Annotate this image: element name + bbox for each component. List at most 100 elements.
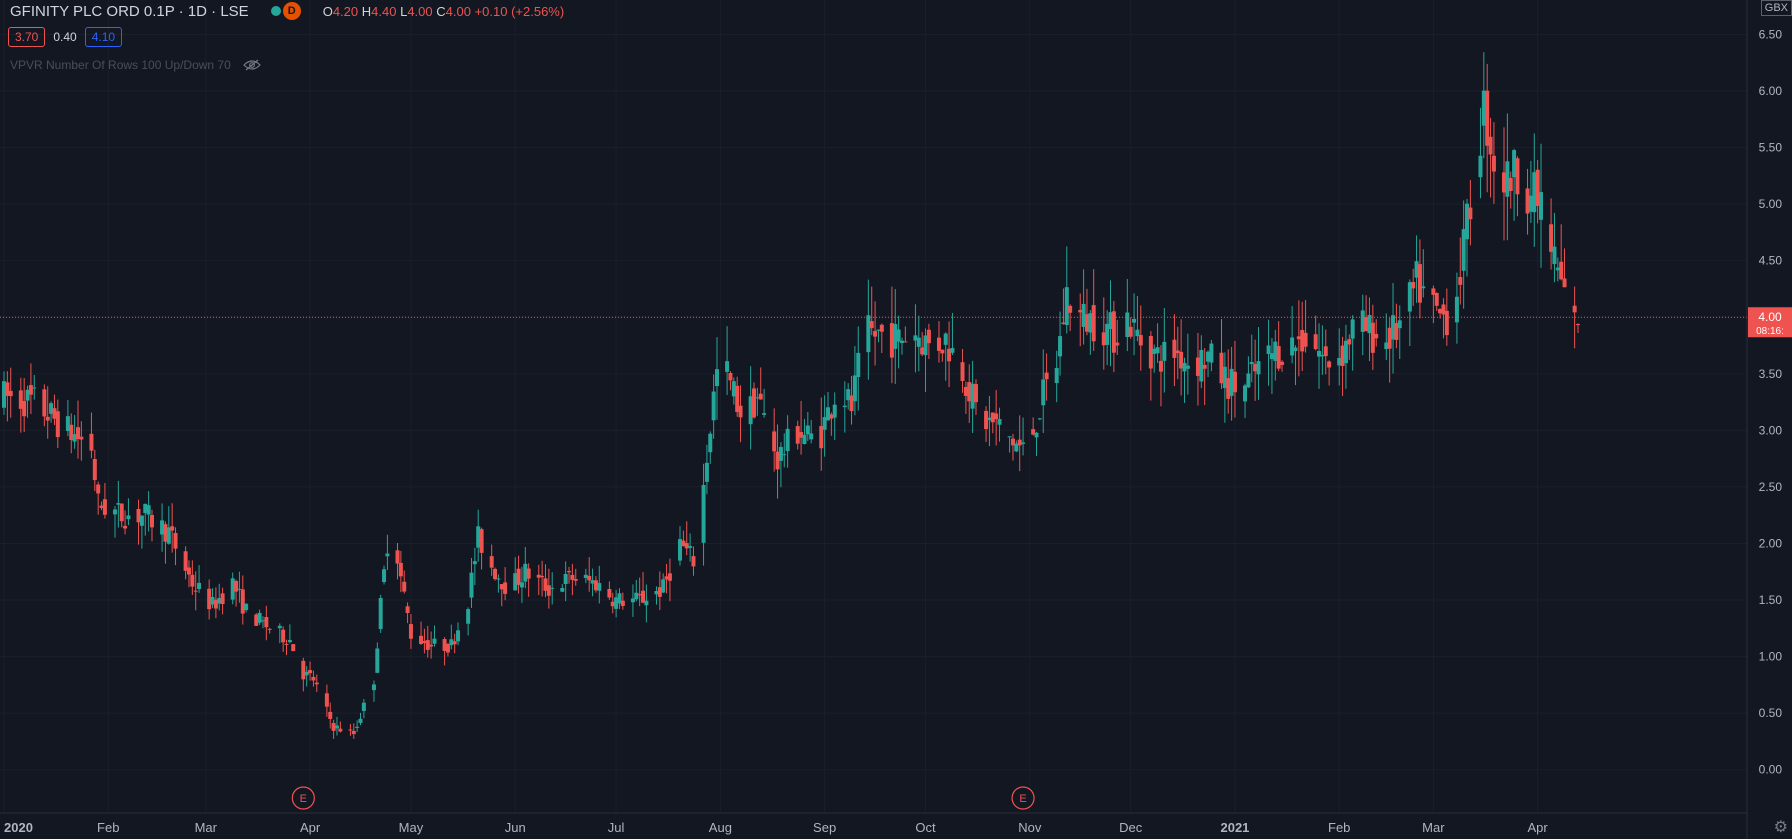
candle-body bbox=[869, 321, 874, 329]
time-tick-label: Feb bbox=[97, 820, 119, 835]
vpvr-indicator[interactable]: VPVR Number Of Rows 100 Up/Down 70 bbox=[10, 58, 261, 72]
candle-body bbox=[832, 404, 837, 418]
candle-body bbox=[947, 348, 952, 362]
candle-body bbox=[99, 505, 104, 509]
candle-body bbox=[264, 617, 269, 628]
candle-body bbox=[469, 572, 474, 598]
candle-body bbox=[667, 573, 672, 581]
vpvr-value-mid: 0.40 bbox=[53, 30, 77, 44]
candle-body bbox=[334, 725, 339, 729]
candle-body bbox=[190, 574, 195, 587]
time-tick-label: May bbox=[399, 820, 424, 835]
candle-body bbox=[65, 416, 70, 431]
candle-body bbox=[809, 433, 814, 440]
candle-body bbox=[587, 575, 592, 581]
candle-body bbox=[1266, 345, 1271, 354]
candle-body bbox=[96, 484, 101, 494]
candle-body bbox=[304, 671, 309, 676]
candle-body bbox=[704, 462, 709, 482]
vpvr-value-high: 4.10 bbox=[84, 27, 123, 47]
candle-body bbox=[361, 702, 366, 711]
candle-body bbox=[1478, 155, 1483, 178]
candle-body bbox=[923, 335, 928, 356]
candle-body bbox=[496, 578, 501, 580]
price-axis[interactable]: 0.00 0.50 1.00 1.50 2.00 2.50 3.00 3.50 4.00 4.50… bbox=[1759, 27, 1783, 776]
candle-body bbox=[173, 532, 178, 549]
candle-body bbox=[479, 529, 484, 553]
candle-body bbox=[1078, 309, 1083, 313]
candle-body bbox=[889, 323, 894, 358]
candle-body bbox=[385, 553, 390, 557]
symbol-title[interactable]: GFINITY PLC ORD 0.1P · 1D · LSE bbox=[10, 2, 249, 20]
candle-body bbox=[1108, 312, 1113, 329]
candle-body bbox=[405, 606, 410, 614]
candle-body bbox=[1202, 364, 1207, 369]
candle-body bbox=[1572, 305, 1577, 313]
candle-body bbox=[664, 576, 669, 580]
candle-body bbox=[846, 389, 851, 401]
candle-body bbox=[593, 580, 598, 591]
candle-body bbox=[466, 609, 471, 624]
candle-body bbox=[678, 539, 683, 561]
candle-body bbox=[630, 598, 635, 603]
candle-body bbox=[1350, 319, 1355, 339]
candle-body bbox=[711, 391, 716, 421]
candle-body bbox=[1300, 330, 1305, 352]
symbol-legend: GFINITY PLC ORD 0.1P · 1D · LSE D O4.20 … bbox=[10, 2, 564, 20]
earnings-event-marker[interactable]: E bbox=[1011, 786, 1035, 810]
candle-body bbox=[1068, 305, 1073, 313]
candle-body bbox=[526, 568, 531, 579]
dividend-badge[interactable]: D bbox=[282, 2, 301, 20]
candle-body bbox=[940, 349, 945, 354]
candle-body bbox=[1414, 261, 1419, 278]
candle-body bbox=[1317, 350, 1322, 357]
candle-body bbox=[984, 410, 989, 429]
candle-body bbox=[338, 728, 343, 732]
candle-body bbox=[1135, 329, 1140, 337]
earnings-event-marker[interactable]: E bbox=[291, 786, 315, 810]
candle-body bbox=[5, 382, 10, 396]
candle-body bbox=[1411, 282, 1416, 289]
candle-body bbox=[583, 574, 588, 578]
candle-body bbox=[301, 660, 306, 680]
candle-body bbox=[1323, 346, 1328, 357]
candle-body bbox=[8, 390, 13, 397]
candle-body bbox=[210, 597, 215, 605]
candle-body bbox=[772, 431, 777, 452]
candle-body bbox=[287, 639, 292, 643]
candle-body bbox=[950, 348, 955, 353]
candle-body bbox=[237, 588, 242, 590]
candle-body bbox=[1441, 304, 1446, 315]
last-price-value: 4.00 bbox=[1758, 310, 1782, 324]
candle-body bbox=[936, 337, 941, 351]
candle-body bbox=[893, 324, 898, 349]
candle-body bbox=[382, 569, 387, 583]
candle-body bbox=[1562, 278, 1567, 288]
price-tick-label: 0.00 bbox=[1759, 763, 1783, 777]
candle-body bbox=[112, 509, 117, 515]
candle-body bbox=[1199, 349, 1204, 382]
candle-body bbox=[328, 711, 333, 719]
candle-body bbox=[375, 648, 380, 673]
time-tick-label: Sep bbox=[813, 820, 836, 835]
gear-icon[interactable]: ⚙ bbox=[1773, 819, 1788, 836]
candle-body bbox=[866, 315, 871, 353]
candle-body bbox=[503, 582, 508, 594]
candle-body bbox=[1320, 354, 1325, 357]
candle-body bbox=[1394, 323, 1399, 340]
candle-body bbox=[1532, 172, 1537, 213]
candle-body bbox=[1132, 318, 1137, 323]
candle-body bbox=[489, 556, 494, 568]
svg-text:E: E bbox=[300, 793, 307, 805]
currency-label[interactable]: GBX bbox=[1760, 0, 1792, 16]
candle-body bbox=[755, 397, 760, 399]
candle-body bbox=[395, 550, 400, 564]
candle-body bbox=[795, 426, 800, 444]
candle-body bbox=[725, 361, 730, 372]
time-axis[interactable]: 2020 Feb Mar Apr May Jun Jul Aug Sep Oct Nov Dec 202… bbox=[4, 820, 1548, 835]
eye-crossed-icon[interactable] bbox=[242, 59, 261, 71]
candle-body bbox=[715, 369, 720, 387]
candle-body bbox=[543, 578, 548, 591]
candle-body bbox=[402, 581, 407, 592]
